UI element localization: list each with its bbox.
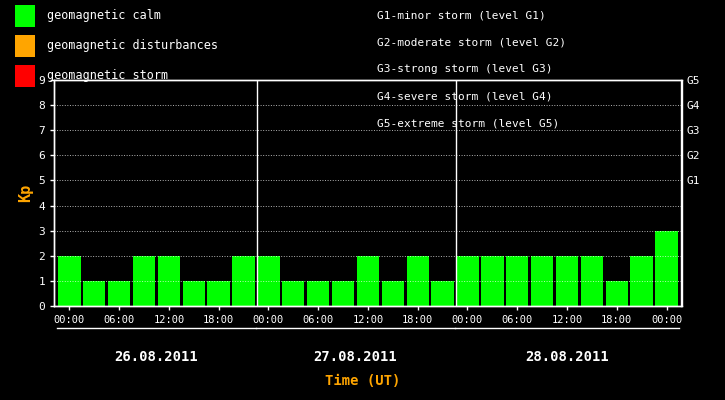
Bar xyxy=(655,231,678,306)
Text: geomagnetic calm: geomagnetic calm xyxy=(47,10,161,22)
Bar xyxy=(456,256,478,306)
Y-axis label: Kp: Kp xyxy=(18,184,33,202)
Bar xyxy=(133,256,155,306)
Bar xyxy=(531,256,553,306)
Bar xyxy=(183,281,205,306)
Text: 27.08.2011: 27.08.2011 xyxy=(314,350,397,364)
Bar xyxy=(357,256,379,306)
Bar xyxy=(481,256,504,306)
Bar xyxy=(83,281,105,306)
Text: G3-strong storm (level G3): G3-strong storm (level G3) xyxy=(377,64,552,74)
Text: geomagnetic storm: geomagnetic storm xyxy=(47,70,168,82)
Bar xyxy=(556,256,579,306)
Bar xyxy=(282,281,304,306)
Bar xyxy=(58,256,80,306)
Text: 28.08.2011: 28.08.2011 xyxy=(525,350,609,364)
Bar xyxy=(257,256,280,306)
Bar xyxy=(232,256,254,306)
Bar xyxy=(207,281,230,306)
Text: G1-minor storm (level G1): G1-minor storm (level G1) xyxy=(377,10,546,20)
Bar xyxy=(631,256,653,306)
Text: Time (UT): Time (UT) xyxy=(325,374,400,388)
Bar xyxy=(108,281,130,306)
Bar xyxy=(506,256,529,306)
Bar xyxy=(381,281,404,306)
Bar xyxy=(407,256,429,306)
Bar xyxy=(307,281,329,306)
Text: G4-severe storm (level G4): G4-severe storm (level G4) xyxy=(377,92,552,102)
Bar xyxy=(332,281,355,306)
Text: 26.08.2011: 26.08.2011 xyxy=(115,350,198,364)
Bar xyxy=(157,256,180,306)
Bar xyxy=(431,281,454,306)
Text: G5-extreme storm (level G5): G5-extreme storm (level G5) xyxy=(377,119,559,129)
Bar xyxy=(581,256,603,306)
Text: G2-moderate storm (level G2): G2-moderate storm (level G2) xyxy=(377,37,566,47)
Bar xyxy=(605,281,628,306)
Text: geomagnetic disturbances: geomagnetic disturbances xyxy=(47,40,218,52)
